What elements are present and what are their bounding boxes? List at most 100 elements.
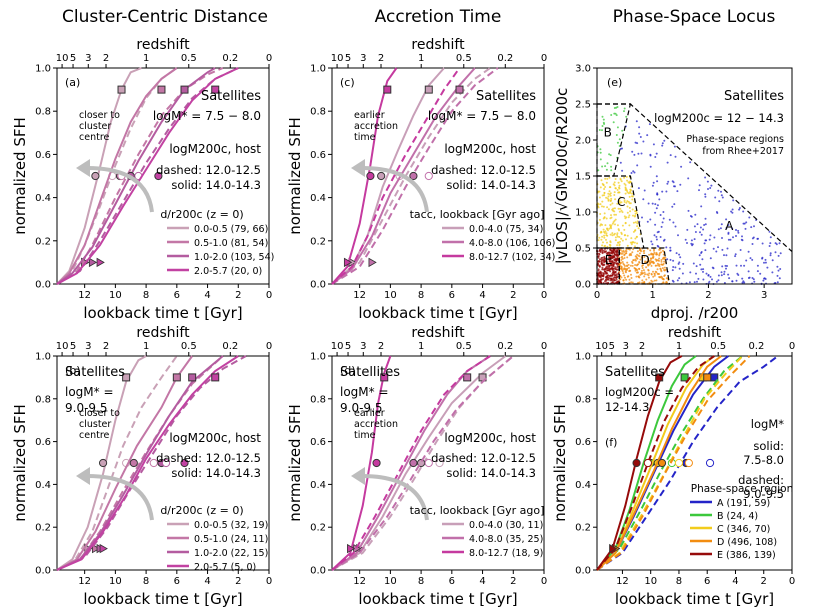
redshift-tick-label: 1	[143, 53, 149, 64]
phase-space-point	[641, 257, 643, 259]
phase-space-point	[707, 188, 709, 190]
phase-space-point	[633, 241, 636, 244]
phase-space-point	[634, 264, 637, 266]
phase-space-point	[720, 274, 723, 277]
phase-space-point	[650, 272, 653, 275]
phase-space-point	[652, 143, 655, 146]
phase-space-point	[778, 242, 781, 245]
phase-space-point	[656, 231, 659, 234]
region-label-a: A	[725, 219, 734, 233]
phase-space-point	[610, 279, 613, 282]
legend-entry: 1.0-2.0 (22, 15)	[194, 548, 268, 559]
phase-space-point	[641, 265, 644, 267]
phase-space-point	[627, 266, 630, 269]
x-tick-label: 6	[704, 576, 710, 587]
phase-space-point	[721, 248, 724, 251]
half-mass-marker	[424, 458, 433, 468]
panel-label: (f)	[605, 436, 617, 449]
phase-space-point	[609, 186, 612, 189]
ninety-percent-marker	[424, 85, 433, 94]
half-mass-marker	[409, 171, 418, 181]
phase-space-point	[621, 129, 624, 132]
phase-space-point	[661, 190, 664, 193]
ninety-percent-marker	[172, 373, 181, 382]
phase-space-point	[612, 183, 615, 186]
phase-space-point	[623, 228, 626, 231]
phase-space-point	[628, 281, 631, 284]
phase-space-point	[618, 243, 621, 246]
half-mass-marker	[705, 458, 715, 468]
phase-space-point	[601, 223, 604, 226]
phase-space-point	[638, 249, 641, 252]
phase-space-point	[603, 216, 606, 219]
phase-space-point	[604, 186, 607, 188]
phase-space-point	[737, 231, 740, 234]
phase-space-point	[601, 274, 604, 277]
panel-heading: Satellites	[605, 365, 665, 380]
phase-space-point	[632, 214, 634, 217]
phase-space-point	[661, 221, 664, 224]
phase-space-point	[647, 276, 650, 279]
phase-space-point	[626, 261, 629, 264]
phase-space-point	[732, 199, 735, 202]
phase-space-point	[628, 214, 631, 217]
phase-space-point	[652, 255, 655, 258]
phase-space-point	[666, 281, 668, 284]
x-tick-label: 10	[644, 576, 657, 587]
phase-space-point	[626, 205, 629, 208]
phase-space-point	[699, 263, 702, 266]
phase-space-point	[666, 258, 669, 261]
series-solid-line	[331, 67, 398, 285]
redshift-tick-label: 0.5	[456, 53, 472, 64]
ten-percent-marker	[99, 543, 108, 554]
phase-space-point	[632, 221, 635, 224]
y-tick-label: 1.0	[575, 208, 591, 219]
phase-space-point	[597, 269, 600, 272]
phase-space-point	[661, 249, 664, 252]
phase-space-point	[750, 226, 753, 229]
phase-space-point	[627, 216, 630, 219]
phase-space-point	[598, 258, 601, 261]
phase-space-point	[697, 277, 700, 280]
phase-space-point	[624, 192, 627, 195]
phase-space-point	[693, 225, 696, 228]
phase-space-point	[603, 230, 605, 233]
phase-space-point	[643, 275, 646, 278]
phase-space-point	[628, 248, 631, 251]
phase-space-point	[660, 259, 663, 261]
phase-space-point	[704, 217, 707, 220]
escape-boundary	[597, 103, 793, 253]
phase-space-point	[681, 272, 684, 275]
phase-space-point	[612, 271, 615, 274]
phase-space-point	[725, 227, 728, 229]
phase-space-point	[774, 251, 777, 254]
trend-arrow-head	[351, 159, 365, 177]
y-tick-label: 1.0	[575, 352, 591, 363]
phase-space-point	[665, 277, 668, 280]
phase-space-point	[776, 274, 779, 277]
phase-space-point	[602, 258, 605, 261]
phase-space-point	[601, 182, 604, 185]
y-tick-label: 0.4	[310, 193, 326, 204]
phase-space-point	[634, 221, 637, 224]
phase-space-point	[634, 259, 637, 262]
phase-space-point	[601, 115, 604, 118]
phase-space-point	[603, 236, 606, 239]
legend-entry: 0.0-0.5 (32, 19)	[194, 520, 268, 531]
phase-space-point	[704, 193, 707, 196]
phase-space-point	[669, 246, 672, 249]
panel-label: (c)	[340, 76, 355, 89]
phase-space-point	[663, 260, 666, 263]
phase-space-point	[644, 261, 647, 264]
redshift-tick-label: 10	[331, 53, 344, 64]
phase-space-point	[711, 266, 714, 269]
phase-space-point	[727, 224, 730, 226]
phase-space-point	[611, 232, 614, 235]
x-tick-label: 0	[789, 576, 795, 587]
series-dashed-line	[596, 355, 715, 571]
trend-arrow-head	[76, 159, 90, 177]
phase-space-point	[777, 269, 780, 272]
phase-space-point	[616, 250, 619, 252]
x-tick-label: 2	[705, 290, 711, 301]
phase-space-point	[699, 226, 702, 229]
